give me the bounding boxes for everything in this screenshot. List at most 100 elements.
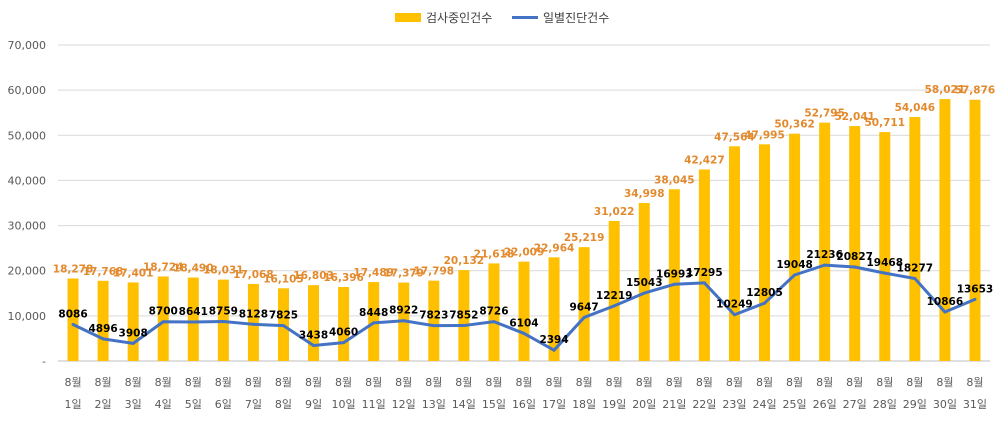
x-tick-label-month: 8월	[546, 376, 563, 389]
line-data-label: 16993	[656, 268, 693, 280]
bar	[969, 99, 981, 361]
line-point	[702, 281, 706, 285]
bar	[608, 220, 620, 361]
line-data-label: 8700	[149, 306, 178, 318]
bar	[247, 283, 259, 361]
x-tick-label-month: 8월	[95, 376, 112, 389]
line-point	[221, 319, 225, 323]
bar	[879, 132, 891, 361]
line-data-label: 7825	[269, 310, 298, 322]
bar	[187, 277, 199, 361]
y-tick-label: 10,000	[8, 310, 47, 323]
x-tick-label-month: 8월	[305, 376, 322, 389]
x-tick-label-day: 4일	[155, 397, 172, 411]
line-point	[793, 273, 797, 277]
x-tick-label-month: 8월	[215, 376, 232, 389]
x-tick-label-month: 8월	[906, 376, 923, 389]
x-tick-label-month: 8월	[425, 376, 442, 389]
line-point	[883, 271, 887, 275]
line-point	[71, 322, 75, 326]
line-data-label: 8726	[479, 306, 508, 318]
bar-data-label: 34,998	[624, 188, 665, 200]
line-data-label: 12805	[746, 287, 783, 299]
legend-label-bar: 검사중인건수	[426, 11, 492, 25]
x-tick-label-day: 15일	[482, 397, 506, 411]
line-point	[672, 282, 676, 286]
line-point	[823, 263, 827, 267]
x-tick-label-day: 2일	[95, 397, 112, 411]
bar-data-label: 22,964	[534, 242, 575, 254]
x-tick-label-day: 29일	[903, 397, 927, 411]
bar	[157, 276, 169, 361]
line-point	[522, 331, 526, 335]
x-tick-label-month: 8월	[275, 376, 292, 389]
x-tick-label-day: 17일	[542, 397, 566, 411]
x-tick-label-month: 8월	[726, 376, 743, 389]
bar	[698, 169, 710, 361]
x-tick-label-day: 5일	[185, 397, 202, 411]
x-tick-label-day: 1일	[64, 397, 81, 411]
line-point	[582, 315, 586, 319]
bar-data-label: 50,362	[774, 119, 815, 131]
line-data-label: 6104	[509, 317, 538, 329]
bar-data-label: 21,618	[474, 248, 515, 260]
bar	[308, 285, 320, 361]
line-point	[943, 310, 947, 314]
bar-data-label: 58,021	[925, 84, 966, 96]
line-data-label: 17295	[686, 267, 723, 279]
line-point	[913, 276, 917, 280]
bar-data-label: 17,379	[383, 268, 424, 280]
bar-data-label: 47,995	[744, 129, 785, 141]
x-tick-label-month: 8월	[846, 376, 863, 389]
x-tick-label-month: 8월	[64, 376, 81, 389]
line-data-label: 21236	[806, 249, 843, 261]
line-data-label: 7823	[419, 310, 448, 322]
line-data-label: 8086	[58, 308, 87, 320]
line-point	[131, 341, 135, 345]
bar	[338, 286, 350, 361]
bar	[909, 117, 921, 362]
x-tick-label-day: 7일	[245, 397, 262, 411]
x-tick-label-month: 8월	[666, 376, 683, 389]
line-point	[853, 265, 857, 269]
x-tick-label-day: 12일	[392, 397, 416, 411]
line-point	[642, 291, 646, 295]
bar	[97, 280, 109, 361]
x-axis: 8월 1일 8월 2일 8월 3일 8월 4일 8월 5일 8월 6일 8월 7일 8월 8일 8월 9일 8월 10…	[64, 376, 987, 411]
x-tick-label-day: 13일	[422, 397, 446, 411]
bar-data-label: 18,278	[53, 263, 94, 275]
x-tick-label-month: 8월	[365, 376, 382, 389]
x-tick-label-month: 8월	[636, 376, 653, 389]
line-point	[462, 324, 466, 328]
line-data-label: 8448	[359, 307, 388, 319]
x-tick-label-day: 9일	[305, 397, 322, 411]
bar-data-label: 50,711	[865, 117, 906, 129]
x-tick-label-month: 8월	[876, 376, 893, 389]
y-tick-label: 50,000	[8, 129, 47, 142]
y-tick-label: 40,000	[8, 174, 47, 187]
bar	[548, 257, 560, 361]
y-tick-label: 20,000	[8, 265, 47, 278]
x-tick-label-month: 8월	[395, 376, 412, 389]
x-tick-label-month: 8월	[485, 376, 502, 389]
x-tick-label-month: 8월	[155, 376, 172, 389]
line-data-label: 12219	[596, 290, 633, 302]
bar-data-label: 17,768	[83, 266, 124, 278]
line-data-label: 19048	[776, 259, 813, 271]
bar	[789, 133, 801, 361]
legend-label-line: 일별진단건수	[543, 11, 609, 25]
line-data-label: 7852	[449, 310, 478, 322]
x-tick-label-day: 19일	[602, 397, 626, 411]
chart-legend: 검사중인건수 일별진단건수	[395, 11, 609, 25]
line-data-label: 10866	[927, 296, 964, 308]
bar-data-label: 52,795	[804, 108, 845, 120]
bar-data-label: 17,068	[233, 269, 274, 281]
x-tick-label-day: 18일	[572, 397, 596, 411]
x-tick-label-month: 8월	[756, 376, 773, 389]
gridlines	[58, 44, 990, 362]
line-data-label: 2394	[539, 334, 568, 346]
bar-data-label: 20,132	[444, 255, 485, 267]
line-point	[191, 320, 195, 324]
x-tick-label-day: 8일	[275, 397, 292, 411]
